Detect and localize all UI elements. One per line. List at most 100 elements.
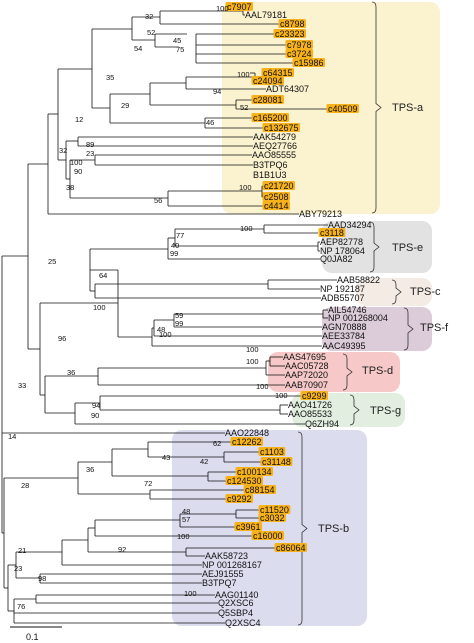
leaf-highlight xyxy=(274,543,308,552)
support-value: 76 xyxy=(17,602,25,611)
leaf-label-highlighted: c7978 xyxy=(287,40,312,50)
leaf-label: ADB55707 xyxy=(321,293,365,303)
tree-branches xyxy=(1,6,337,624)
bracket-tps-d xyxy=(342,353,353,391)
leaf-label-highlighted: c124530 xyxy=(227,476,262,486)
leaf-label: NP 001268167 xyxy=(202,560,262,570)
support-value: 94 xyxy=(213,87,221,96)
bracket-tps-b xyxy=(297,431,308,626)
leaf-label: AAD34294 xyxy=(328,220,372,230)
leaf-label-highlighted: c12262 xyxy=(232,437,262,447)
leaf-label-highlighted: c3032 xyxy=(260,513,285,523)
support-value: 54 xyxy=(134,44,142,53)
leaf-label: ADT64307 xyxy=(266,84,309,94)
leaf-label-highlighted: c24094 xyxy=(253,76,283,86)
leaf-label-highlighted: c4414 xyxy=(264,201,289,211)
support-value: 12 xyxy=(75,115,83,124)
leaf-label: AAC49395 xyxy=(322,341,366,351)
leaf-highlight xyxy=(258,447,286,456)
support-value: 23 xyxy=(86,149,94,158)
leaf-label-highlighted: c15986 xyxy=(294,58,324,68)
group-label-tps-d: TPS-d xyxy=(362,365,393,377)
leaf-label: AGN70888 xyxy=(322,322,367,332)
leaf-label: Q5SBP4 xyxy=(218,608,253,618)
support-value: 28 xyxy=(21,481,29,490)
leaf-highlight xyxy=(262,181,296,190)
leaf-label: AAO41726 xyxy=(288,400,332,410)
leaf-label: AAB70907 xyxy=(285,380,328,390)
support-value: 100 xyxy=(93,303,106,312)
scale-bar-label: 0.1 xyxy=(26,632,39,642)
support-value: 23 xyxy=(14,564,22,573)
leaf-label: Q0JA82 xyxy=(320,254,353,264)
leaf-highlight xyxy=(251,76,285,85)
support-value: 92 xyxy=(118,545,126,554)
leaf-label: B3TPQ6 xyxy=(253,160,288,170)
leaf-label-highlighted: c3118 xyxy=(320,228,344,238)
support-value: 90 xyxy=(91,411,99,420)
support-value: 77 xyxy=(176,231,184,240)
support-value: 96 xyxy=(58,334,66,343)
support-value: 100 xyxy=(239,183,252,192)
support-value: 14 xyxy=(8,432,16,441)
bracket-tps-c xyxy=(391,279,402,305)
leaf-label: Q2XSC4 xyxy=(225,618,261,628)
leaf-highlight xyxy=(285,49,314,58)
support-value: 36 xyxy=(86,465,94,474)
group-box-tps-d xyxy=(268,352,400,392)
support-value: 72 xyxy=(144,479,152,488)
leaf-label: AAP72020 xyxy=(285,370,328,380)
leaf-label: NP 192187 xyxy=(320,284,365,294)
leaf-label: B3TPQ7 xyxy=(202,578,237,588)
leaf-label: AAK58723 xyxy=(205,551,248,561)
leaf-highlight xyxy=(318,228,346,237)
scale-bar: 0.1 xyxy=(10,626,62,642)
support-value: 57 xyxy=(182,515,190,524)
support-value: 40 xyxy=(171,241,179,250)
support-value: 35 xyxy=(106,73,114,82)
group-box-tps-c xyxy=(356,278,432,306)
leaf-label-highlighted: c31148 xyxy=(262,457,291,467)
support-value: 56 xyxy=(154,196,162,205)
leaf-highlight xyxy=(292,58,326,67)
support-value: 52 xyxy=(240,103,248,112)
support-value: 29 xyxy=(121,101,129,110)
leaf-highlight xyxy=(251,113,290,122)
leaf-label: AAG01140 xyxy=(215,590,258,600)
support-value: 100 xyxy=(184,589,197,598)
leaf-label-highlighted: c165200 xyxy=(253,113,288,123)
support-value: 100 xyxy=(256,382,269,391)
group-box-tps-f xyxy=(322,307,432,351)
leaf-highlight xyxy=(262,201,291,210)
group-label-tps-e: TPS-e xyxy=(392,242,423,254)
group-boxes: TPS-a TPS-e TPS-c TPS-f TPS-d TPS-g TPS-b xyxy=(172,2,449,626)
bracket-tps-g xyxy=(349,394,360,426)
leaf-label-highlighted: c64315 xyxy=(263,68,293,78)
leaf-label: AAO85555 xyxy=(252,150,296,160)
group-label-tps-f: TPS-f xyxy=(420,322,449,334)
leaf-highlight xyxy=(278,19,307,28)
leaf-label-highlighted: c28081 xyxy=(253,95,283,105)
leaf-label-highlighted: c2508 xyxy=(264,192,289,202)
leaf-label-highlighted: c40509 xyxy=(328,104,358,114)
leaf-label-highlighted: c88154 xyxy=(245,485,275,495)
leaf-label-highlighted: c100134 xyxy=(237,467,272,477)
support-value: 98 xyxy=(38,574,46,583)
support-value: 100 xyxy=(246,357,259,366)
support-value: 62 xyxy=(213,439,221,448)
leaf-highlight xyxy=(251,95,285,104)
support-value: 100 xyxy=(70,158,83,167)
support-value: 99 xyxy=(175,319,183,328)
leaf-highlight xyxy=(234,522,263,531)
leaf-label: AEJ91555 xyxy=(202,569,244,579)
support-value: 52 xyxy=(147,28,155,37)
leaf-highlight xyxy=(243,485,277,494)
support-value: 25 xyxy=(48,257,56,266)
group-box-tps-b xyxy=(172,430,367,626)
leaf-label: AAB58822 xyxy=(337,275,380,285)
support-value: 21 xyxy=(18,546,26,555)
support-value: 32 xyxy=(59,146,67,155)
leaf-label-highlighted: c7907 xyxy=(227,2,252,12)
support-value: 48 xyxy=(182,507,190,516)
